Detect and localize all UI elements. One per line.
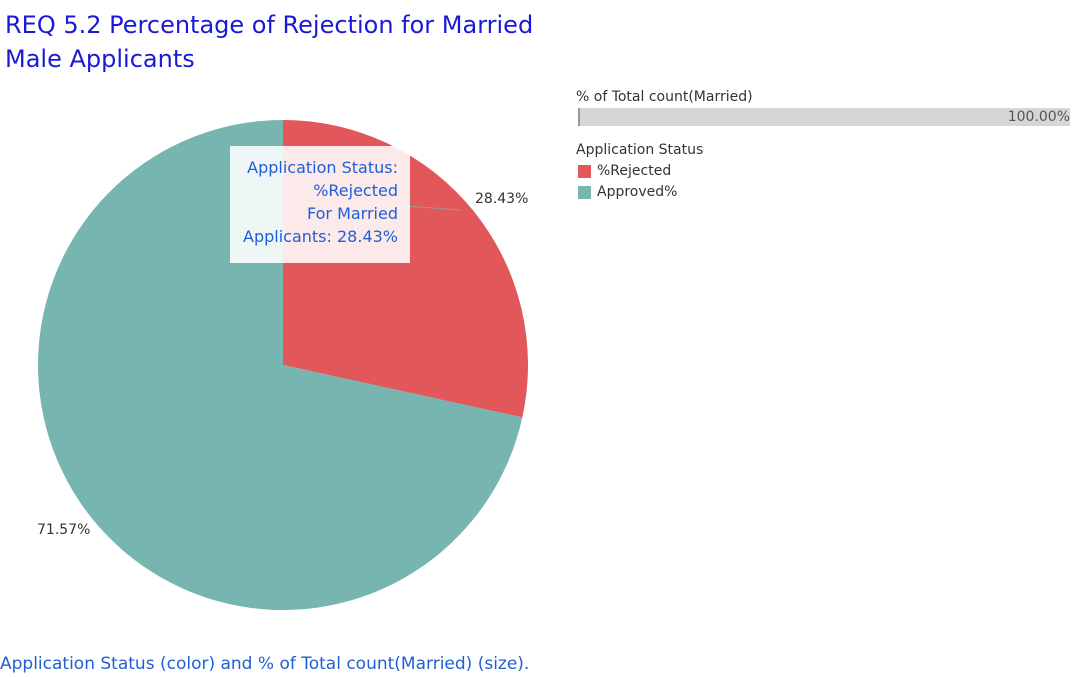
total-count-label: % of Total count(Married) <box>576 89 753 105</box>
legend-item-approved[interactable]: Approved% <box>578 183 677 201</box>
tooltip-line-1: Application Status: <box>247 158 398 177</box>
legend-label-rejected: %Rejected <box>597 163 672 179</box>
approved-slice-label: 71.57% <box>37 522 91 538</box>
tooltip-line-4: Applicants: 28.43% <box>243 227 398 246</box>
legend-item-rejected[interactable]: %Rejected <box>578 162 671 180</box>
rejected-tooltip: Application Status: %Rejected For Marrie… <box>230 146 410 263</box>
chart-title-line-1: REQ 5.2 Percentage of Rejection for Marr… <box>5 11 534 39</box>
legend-swatch-rejected <box>578 164 591 178</box>
tooltip-line-3: For Married <box>306 204 398 223</box>
legend-title: Application Status <box>576 142 704 158</box>
chart-caption: Application Status (color) and % of Tota… <box>0 654 530 674</box>
total-count-value: 100.00% <box>1007 109 1070 125</box>
total-count-bar[interactable]: 100.00% <box>578 108 1070 126</box>
legend-swatch-approved <box>578 185 591 199</box>
pie-slice-approved[interactable] <box>37 120 523 610</box>
chart-title-line-2: Male Applicants <box>5 45 195 73</box>
chart-title: REQ 5.2 Percentage of Rejection for Marr… <box>5 8 565 76</box>
legend-label-approved: Approved% <box>597 184 678 200</box>
tooltip-line-2: %Rejected <box>313 181 398 200</box>
rejected-slice-label: 28.43% <box>475 191 529 207</box>
